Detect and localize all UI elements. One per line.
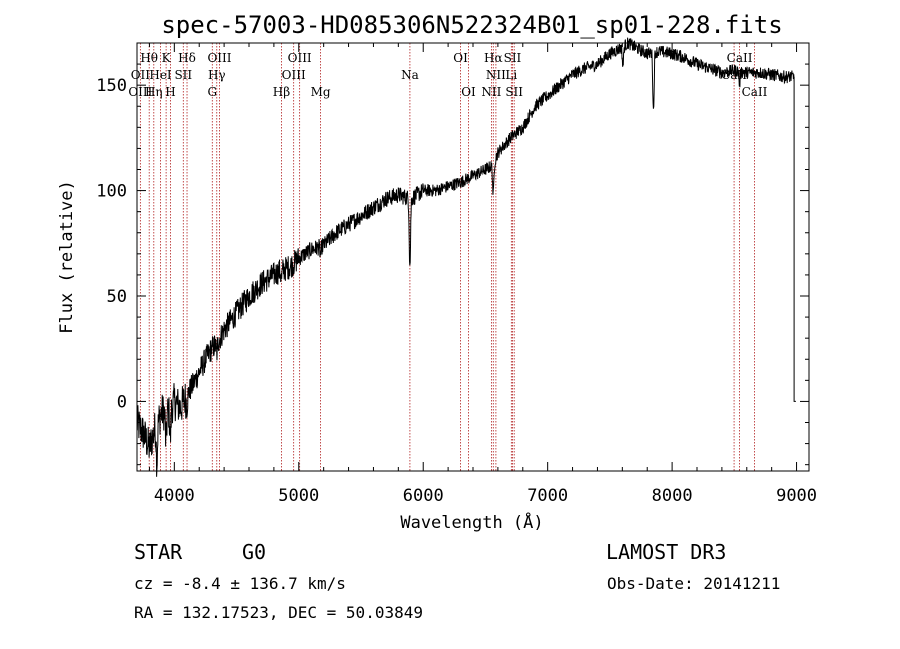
survey-name: LAMOST DR3 — [606, 540, 727, 564]
spectrum-layer — [136, 37, 796, 477]
spectral-line-label: OIII — [128, 85, 152, 99]
spectral-line-label: Hδ — [178, 51, 196, 65]
chart-title: spec-57003-HD085306N522324B01_sp01-228.f… — [161, 11, 782, 39]
spectral-line-label: Li — [505, 68, 517, 82]
spectral-line-label: OIII — [282, 68, 306, 82]
x-axis-label: Wavelength (Å) — [400, 511, 543, 533]
spectral-line-label: SII — [504, 51, 522, 65]
y-tick-label: 100 — [96, 182, 127, 202]
x-tick-label: 6000 — [403, 486, 444, 506]
spectral-line-label: OI — [461, 85, 476, 99]
spectral-line-markers — [139, 43, 755, 471]
spectral-line-label: G — [207, 85, 217, 99]
spectral-line-label: Hγ — [208, 68, 226, 82]
y-tick-label: 0 — [117, 392, 127, 412]
spectral-line-label: CaII — [742, 85, 768, 99]
object-class: STAR — [134, 540, 183, 564]
spectrum-line — [136, 37, 796, 477]
spectral-line-label: OI — [453, 51, 468, 65]
spectral-line-label: SII — [505, 85, 523, 99]
spectral-line-label: OII — [131, 68, 151, 82]
spectral-line-label: Hα — [484, 51, 503, 65]
x-tick-label: 4000 — [154, 486, 195, 506]
x-tick-label: 5000 — [278, 486, 319, 506]
spectral-line-label: OIII — [288, 51, 312, 65]
spectral-line-label: HeI — [149, 68, 172, 82]
redshift-info: cz = -8.4 ± 136.7 km/s — [134, 574, 346, 593]
observation-date: Obs-Date: 20141211 — [607, 574, 781, 593]
spectral-line-label: K — [162, 51, 172, 65]
spectral-line-label: Mg — [311, 85, 331, 99]
spectral-line-label: CaII — [727, 51, 753, 65]
y-tick-label: 150 — [96, 76, 127, 96]
x-tick-label: 8000 — [652, 486, 693, 506]
y-axis-label: Flux (relative) — [57, 180, 77, 334]
spectral-line-label: NII — [486, 68, 506, 82]
spectral-line-label: H — [165, 85, 175, 99]
x-tick-label: 9000 — [776, 486, 817, 506]
object-subclass: G0 — [242, 540, 267, 564]
y-tick-label: 50 — [107, 287, 127, 307]
spectral-line-label: OIII — [207, 51, 231, 65]
spectral-line-label: SII — [174, 68, 192, 82]
spectral-line-label: Na — [401, 68, 419, 82]
plot-frame — [136, 42, 810, 472]
spectral-line-label: Hη — [145, 85, 163, 99]
spectral-line-label: Hβ — [273, 85, 290, 99]
spectral-line-label: NII — [481, 85, 501, 99]
spectral-line-label: Hθ — [140, 51, 158, 65]
coordinates: RA = 132.17523, DEC = 50.03849 — [134, 603, 423, 622]
x-tick-label: 7000 — [527, 486, 568, 506]
y-axis-ticks: 0 50 100 150 — [96, 63, 809, 466]
x-axis-ticks: 4000 5000 6000 7000 8000 9000 — [148, 43, 817, 506]
